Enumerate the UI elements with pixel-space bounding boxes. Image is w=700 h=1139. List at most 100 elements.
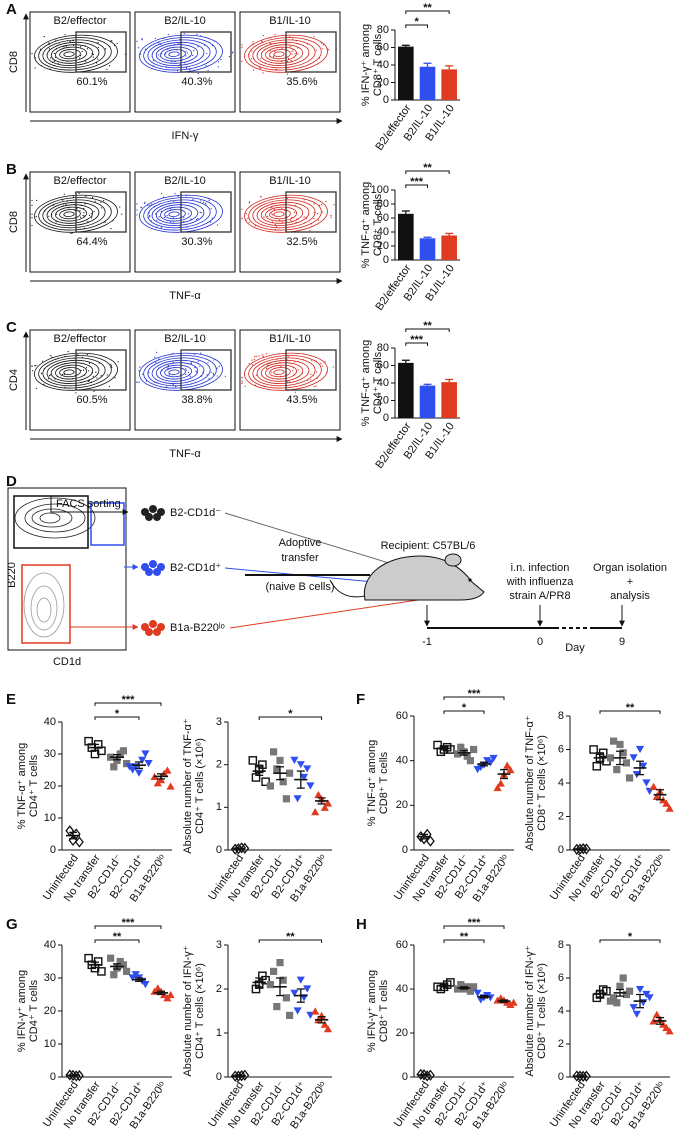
- point: [251, 984, 261, 994]
- point: [141, 981, 150, 989]
- point: [237, 842, 247, 854]
- event: [228, 56, 230, 58]
- y-axis-label: CD8⁺ T cells: [378, 979, 390, 1042]
- contour: [256, 201, 310, 226]
- event: [136, 214, 138, 216]
- event: [231, 52, 233, 54]
- event: [92, 53, 95, 56]
- sig-label: **: [423, 2, 432, 14]
- contour: [147, 357, 211, 387]
- event: [152, 60, 155, 62]
- y-axis-label: CD8⁺ T cells (×10⁶): [536, 735, 548, 831]
- event: [31, 369, 33, 372]
- event: [183, 220, 185, 223]
- panel-label: C: [6, 319, 17, 336]
- event: [195, 218, 198, 221]
- point: [629, 1004, 638, 1012]
- point: [323, 799, 333, 807]
- event: [208, 378, 210, 380]
- event: [165, 53, 167, 55]
- timeline-tick: -1: [422, 636, 432, 648]
- point: [457, 743, 465, 751]
- point: [237, 1070, 247, 1082]
- point: [645, 994, 654, 1002]
- event: [72, 196, 75, 198]
- panel-label: D: [6, 473, 17, 490]
- event: [241, 382, 243, 384]
- event: [265, 353, 268, 355]
- point: [639, 762, 648, 770]
- event: [271, 206, 273, 209]
- event: [142, 373, 144, 375]
- point: [320, 1020, 329, 1028]
- y-tick-label: 40: [44, 939, 56, 951]
- point: [506, 766, 515, 774]
- gate: [180, 31, 232, 73]
- point: [589, 745, 598, 754]
- point: [575, 1070, 585, 1082]
- plot-title: B2/effector: [54, 175, 107, 187]
- sig-bracket: [405, 170, 450, 174]
- y-axis-label: CD4⁺ T cells (×10⁶): [194, 738, 206, 834]
- contour: [168, 51, 180, 57]
- point: [575, 843, 585, 855]
- event: [220, 59, 222, 61]
- event: [69, 41, 71, 43]
- sig-label: **: [286, 931, 295, 943]
- event: [253, 358, 255, 361]
- point: [273, 765, 281, 773]
- sig-label: *: [415, 16, 420, 28]
- y-axis-label: CD4⁺ T cells: [28, 979, 40, 1042]
- point: [153, 779, 162, 787]
- contour: [147, 199, 211, 229]
- event: [197, 218, 199, 220]
- point: [466, 757, 474, 765]
- event: [309, 229, 311, 232]
- event: [108, 65, 111, 67]
- event: [31, 224, 33, 227]
- panel-label: B: [6, 161, 17, 178]
- event: [313, 35, 315, 37]
- contour: [252, 357, 316, 387]
- contour: [256, 359, 310, 384]
- event: [168, 374, 170, 376]
- point: [74, 836, 84, 848]
- event: [110, 363, 112, 365]
- point: [230, 1070, 240, 1082]
- event: [333, 204, 335, 206]
- sig-label: **: [460, 931, 469, 943]
- event: [67, 350, 69, 353]
- event: [80, 369, 82, 371]
- event: [93, 211, 95, 213]
- event: [48, 374, 51, 377]
- event: [50, 354, 52, 357]
- event: [193, 49, 195, 52]
- point: [276, 959, 284, 967]
- event: [292, 49, 294, 51]
- contour: [260, 204, 304, 224]
- axis-label: IFN-γ: [172, 130, 199, 142]
- point: [141, 750, 150, 758]
- event: [313, 386, 315, 388]
- event: [144, 202, 146, 205]
- y-tick-label: 0: [216, 844, 222, 856]
- event: [119, 206, 121, 208]
- event: [185, 50, 187, 52]
- y-axis-label: % IFN-γ⁺ among: [16, 970, 28, 1052]
- diagram: D B220 CD1d FACS sorting B2-CD1d⁻ B2-CD1…: [6, 473, 667, 668]
- point: [261, 975, 270, 985]
- sig-bracket: [94, 939, 140, 943]
- event: [288, 381, 290, 383]
- point: [261, 777, 270, 787]
- event: [322, 365, 324, 367]
- event: [262, 72, 264, 74]
- event: [294, 391, 297, 393]
- y-axis-label: CD8⁺ T cells: [378, 751, 390, 814]
- plot-title: B2/IL-10: [164, 15, 206, 27]
- event: [40, 372, 43, 374]
- gate: [285, 31, 337, 73]
- event: [35, 364, 37, 367]
- point: [276, 756, 284, 764]
- y-tick-label: 60: [377, 359, 389, 371]
- gate-percent: 38.8%: [181, 394, 212, 406]
